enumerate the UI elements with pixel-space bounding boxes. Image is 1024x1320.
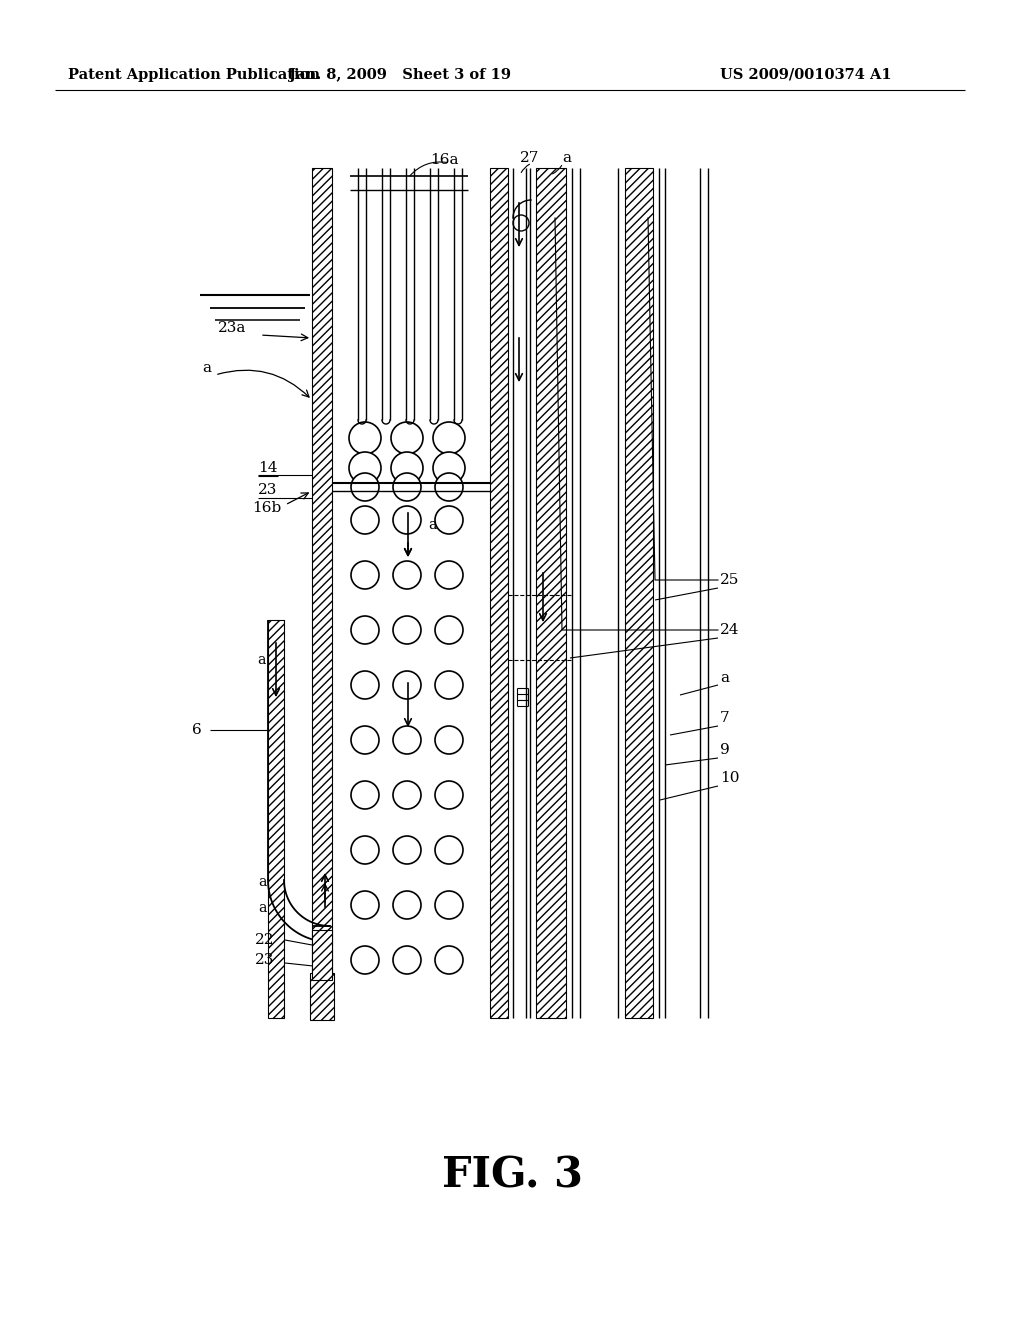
Text: 23: 23 — [258, 483, 278, 498]
Text: 14: 14 — [258, 461, 278, 475]
Bar — [312, 168, 332, 1018]
Text: US 2009/0010374 A1: US 2009/0010374 A1 — [720, 69, 892, 82]
Circle shape — [435, 616, 463, 644]
Circle shape — [435, 561, 463, 589]
Text: 27: 27 — [520, 150, 540, 165]
Text: a: a — [258, 875, 266, 888]
Text: 16a: 16a — [430, 153, 459, 168]
Text: a: a — [428, 517, 436, 532]
Circle shape — [435, 473, 463, 502]
Circle shape — [391, 422, 423, 454]
Text: 25: 25 — [720, 573, 739, 587]
Text: Jan. 8, 2009   Sheet 3 of 19: Jan. 8, 2009 Sheet 3 of 19 — [289, 69, 511, 82]
Circle shape — [391, 451, 423, 484]
Circle shape — [351, 506, 379, 535]
Text: a: a — [257, 653, 265, 667]
Circle shape — [435, 726, 463, 754]
Circle shape — [435, 781, 463, 809]
Circle shape — [393, 561, 421, 589]
Circle shape — [351, 616, 379, 644]
Bar — [268, 620, 284, 1018]
Circle shape — [435, 836, 463, 865]
Text: 24: 24 — [720, 623, 739, 638]
Bar — [536, 168, 566, 1018]
Circle shape — [393, 781, 421, 809]
Circle shape — [351, 781, 379, 809]
Circle shape — [351, 726, 379, 754]
Bar — [490, 168, 508, 1018]
Text: 7: 7 — [720, 711, 730, 725]
Text: a: a — [258, 902, 266, 915]
Circle shape — [351, 561, 379, 589]
Text: 6: 6 — [193, 723, 202, 737]
Text: FIG. 3: FIG. 3 — [441, 1154, 583, 1196]
Circle shape — [393, 671, 421, 700]
Circle shape — [435, 946, 463, 974]
Text: a: a — [562, 150, 571, 165]
Bar — [310, 973, 334, 1020]
Circle shape — [393, 836, 421, 865]
Circle shape — [393, 726, 421, 754]
Circle shape — [393, 506, 421, 535]
Circle shape — [351, 891, 379, 919]
Text: 10: 10 — [720, 771, 739, 785]
Circle shape — [351, 946, 379, 974]
Text: a: a — [202, 360, 211, 375]
Circle shape — [393, 473, 421, 502]
Circle shape — [351, 836, 379, 865]
Text: a: a — [720, 671, 729, 685]
Circle shape — [351, 473, 379, 502]
Circle shape — [435, 671, 463, 700]
Circle shape — [393, 891, 421, 919]
Text: 23: 23 — [255, 953, 274, 968]
Text: 23a: 23a — [218, 321, 247, 335]
Bar — [625, 168, 653, 1018]
Text: 16b: 16b — [252, 502, 282, 515]
Circle shape — [433, 422, 465, 454]
Circle shape — [435, 506, 463, 535]
Text: 9: 9 — [720, 743, 730, 756]
Text: Patent Application Publication: Patent Application Publication — [68, 69, 319, 82]
Circle shape — [351, 671, 379, 700]
Circle shape — [433, 451, 465, 484]
Circle shape — [393, 616, 421, 644]
Circle shape — [435, 891, 463, 919]
Circle shape — [513, 215, 529, 231]
Bar — [312, 931, 332, 979]
Circle shape — [393, 946, 421, 974]
Text: 22: 22 — [255, 933, 274, 946]
Circle shape — [349, 422, 381, 454]
Circle shape — [349, 451, 381, 484]
